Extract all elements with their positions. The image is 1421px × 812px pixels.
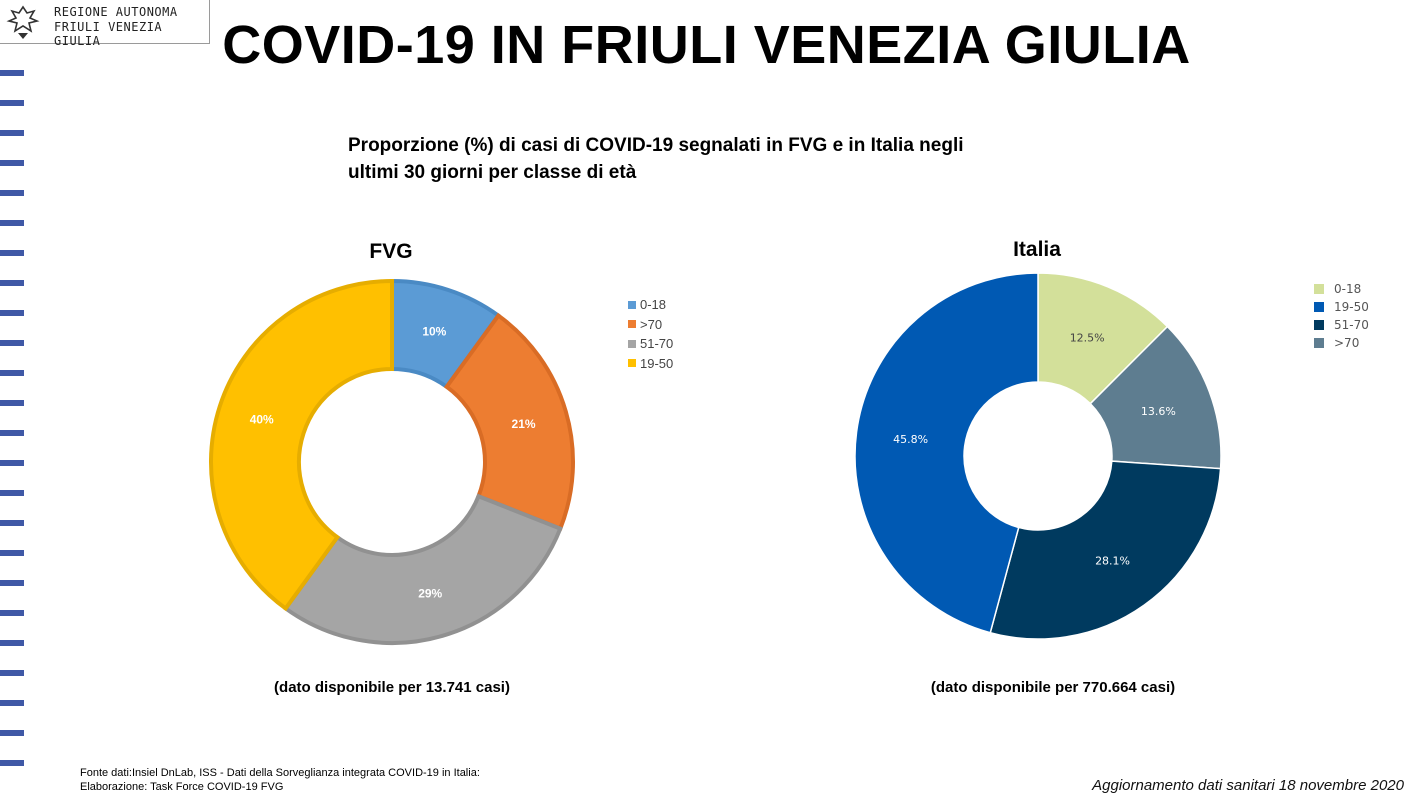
legend-swatch	[628, 359, 636, 368]
side-dash	[0, 700, 24, 706]
side-dash	[0, 100, 24, 106]
side-dash	[0, 730, 24, 736]
legend-swatch	[1314, 284, 1324, 294]
side-dash	[0, 430, 24, 436]
fvg-data-label: 21%	[512, 417, 536, 431]
fvg-slice-1950	[209, 278, 394, 612]
update-note: Aggiornamento dati sanitari 18 novembre …	[1092, 777, 1404, 794]
side-dash	[0, 280, 24, 286]
side-dash	[0, 640, 24, 646]
italia-slice-5170	[989, 460, 1222, 640]
italia-legend-item: >70	[1314, 334, 1369, 352]
italia-legend-item: 51-70	[1314, 316, 1369, 334]
side-dash	[0, 370, 24, 376]
fvg-slice-5170	[282, 493, 563, 645]
legend-label: 51-70	[1334, 318, 1369, 332]
fvg-legend-item: >70	[628, 315, 673, 335]
italia-chart-title: Italia	[1013, 238, 1061, 261]
fvg-data-label: 40%	[250, 413, 274, 427]
side-dash	[0, 670, 24, 676]
side-decoration	[0, 70, 26, 766]
legend-swatch	[1314, 302, 1324, 312]
side-dash	[0, 550, 24, 556]
fvg-legend-item: 51-70	[628, 334, 673, 354]
side-dash	[0, 160, 24, 166]
fvg-legend: 0-18 >70 51-70 19-50	[628, 295, 673, 373]
italia-data-label: 12.5%	[1070, 331, 1105, 344]
subtitle-line1: Proporzione (%) di casi di COVID-19 segn…	[348, 135, 964, 156]
side-dash	[0, 460, 24, 466]
legend-label: 0-18	[640, 297, 667, 313]
logo-text-line1: REGIONE AUTONOMA	[54, 5, 178, 19]
side-dash	[0, 310, 24, 316]
legend-swatch	[628, 300, 636, 309]
legend-label: 0-18	[1334, 282, 1362, 296]
legend-label: >70	[640, 316, 663, 332]
fvg-slice-70	[443, 312, 575, 532]
chart-subtitle: Proporzione (%) di casi di COVID-19 segn…	[348, 132, 1108, 186]
logo: REGIONE AUTONOMA FRIULI VENEZIA GIULIA	[0, 0, 210, 48]
eagle-crest-icon	[6, 5, 40, 39]
side-dash	[0, 250, 24, 256]
italia-legend-item: 19-50	[1314, 298, 1369, 316]
side-dash	[0, 190, 24, 196]
side-dash	[0, 220, 24, 226]
legend-label: 19-50	[640, 355, 674, 371]
subtitle-line2: ultimi 30 giorni per classe di età	[348, 162, 637, 183]
legend-swatch	[628, 339, 636, 348]
source-line1: Fonte dati:Insiel DnLab, ISS - Dati dell…	[80, 767, 480, 779]
fvg-chart-title: FVG	[369, 240, 413, 263]
logo-text-line2: FRIULI VENEZIA GIULIA	[54, 20, 163, 48]
legend-swatch	[1314, 320, 1324, 330]
legend-label: 51-70	[640, 336, 674, 352]
source-line2: Elaborazione: Task Force COVID-19 FVG	[80, 781, 284, 793]
page-title: COVID-19 IN FRIULI VENEZIA GIULIA	[222, 15, 1191, 75]
italia-caption: (dato disponibile per 770.664 casi)	[930, 679, 1176, 696]
side-dash	[0, 490, 24, 496]
fvg-caption: (dato disponibile per 13.741 casi)	[274, 679, 510, 696]
legend-swatch	[628, 320, 636, 329]
side-dash	[0, 580, 24, 586]
legend-label: >70	[1334, 336, 1360, 350]
italia-data-label: 28.1%	[1095, 555, 1130, 568]
source-note: Fonte dati:Insiel DnLab, ISS - Dati dell…	[80, 766, 480, 794]
italia-legend-item: 0-18	[1314, 280, 1369, 298]
legend-swatch	[1314, 338, 1324, 348]
side-dash	[0, 130, 24, 136]
italia-data-label: 45.8%	[893, 433, 928, 446]
italia-data-label: 13.6%	[1141, 405, 1176, 418]
fvg-data-label: 10%	[422, 325, 446, 339]
fvg-legend-item: 19-50	[628, 354, 673, 374]
italia-slice-70	[1089, 325, 1222, 470]
italia-legend: 0-18 19-50 51-70 >70	[1314, 280, 1369, 352]
side-dash	[0, 400, 24, 406]
side-dash	[0, 760, 24, 766]
side-dash	[0, 610, 24, 616]
side-dash	[0, 70, 24, 76]
italia-donut-chart: 12.5% 13.6% 28.1% 45.8%	[854, 272, 1222, 640]
side-dash	[0, 340, 24, 346]
fvg-donut-chart: 10% 21% 29% 40%	[209, 278, 575, 645]
legend-label: 19-50	[1334, 300, 1369, 314]
fvg-legend-item: 0-18	[628, 295, 673, 315]
fvg-data-label: 29%	[418, 587, 442, 601]
italia-slice-1950	[854, 272, 1039, 634]
side-dash	[0, 520, 24, 526]
